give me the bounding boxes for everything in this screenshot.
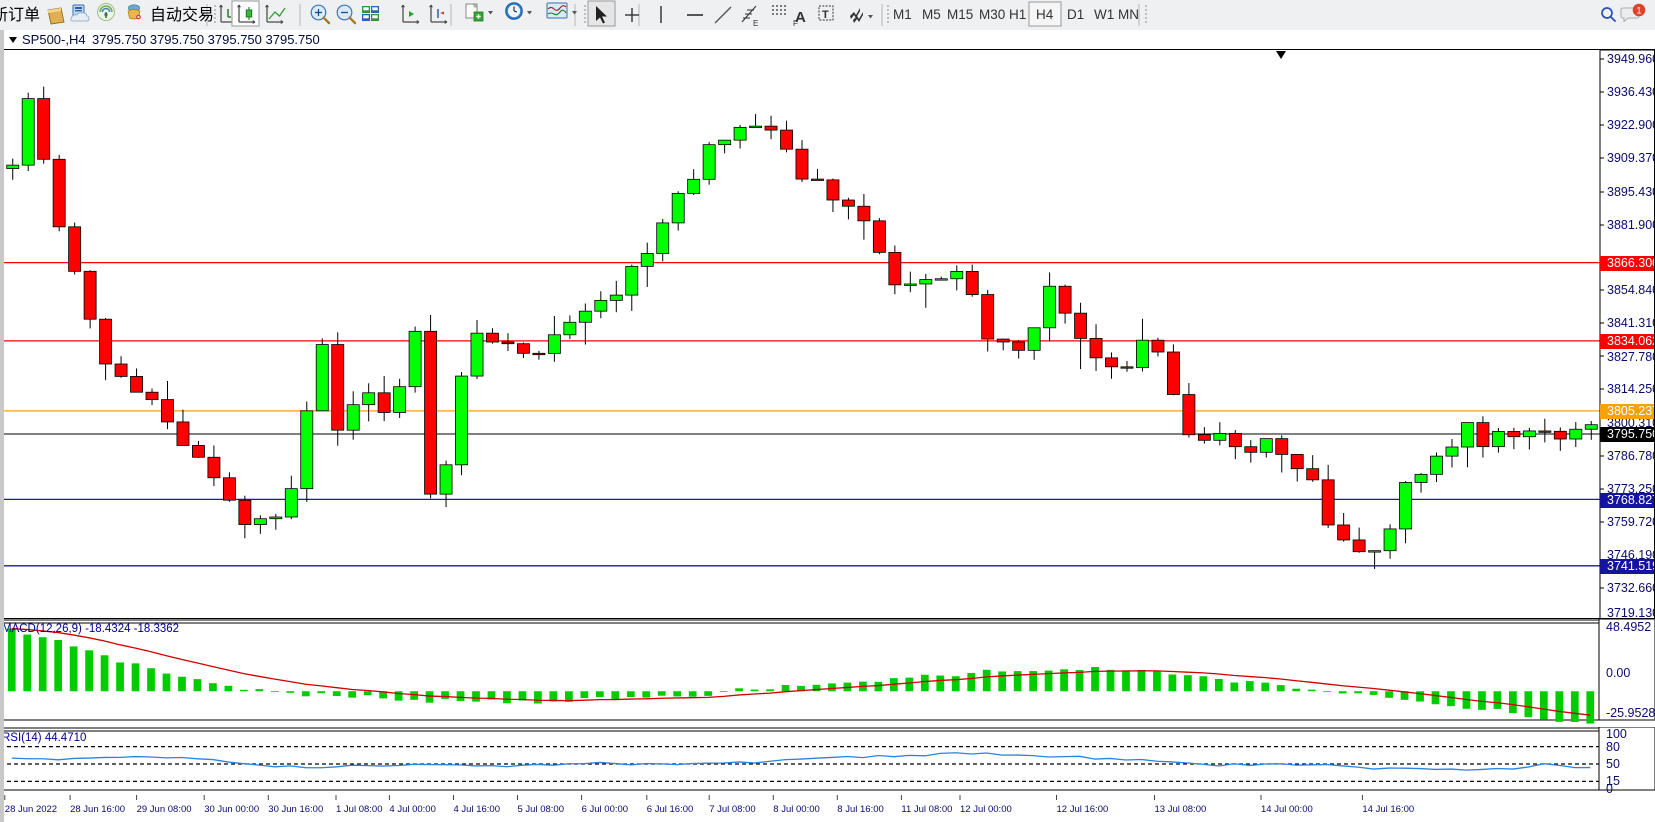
svg-text:100: 100 (1606, 727, 1627, 741)
svg-text:6 Jul 00:00: 6 Jul 00:00 (582, 804, 628, 815)
svg-text:8 Jul 00:00: 8 Jul 00:00 (773, 804, 819, 815)
svg-text:3866.300: 3866.300 (1607, 256, 1655, 270)
svg-text:3909.370: 3909.370 (1607, 151, 1655, 165)
svg-text:MN: MN (1118, 7, 1139, 22)
svg-text:3786.780: 3786.780 (1607, 449, 1655, 463)
svg-text:3936.430: 3936.430 (1607, 85, 1655, 99)
svg-text:MACD(12,26,9) -18.4324 -18.336: MACD(12,26,9) -18.4324 -18.3362 (2, 623, 179, 635)
svg-text:T: T (822, 9, 829, 21)
svg-text:3895.430: 3895.430 (1607, 185, 1655, 199)
svg-text:3759.720: 3759.720 (1607, 515, 1655, 529)
svg-text:80: 80 (1606, 740, 1620, 754)
svg-text:48.4952: 48.4952 (1606, 620, 1651, 634)
svg-text:11 Jul 08:00: 11 Jul 08:00 (901, 804, 952, 815)
svg-text:3949.960: 3949.960 (1607, 52, 1655, 66)
svg-text:M30: M30 (979, 7, 1005, 22)
svg-text:3795.750: 3795.750 (1607, 427, 1655, 441)
svg-text:E: E (753, 19, 758, 28)
svg-text:0.00: 0.00 (1606, 666, 1630, 680)
svg-text:4 Jul 00:00: 4 Jul 00:00 (389, 804, 435, 815)
svg-text:3732.660: 3732.660 (1607, 581, 1655, 595)
svg-text:H4: H4 (1036, 7, 1054, 22)
svg-text:M15: M15 (947, 7, 973, 22)
svg-text:3768.827: 3768.827 (1607, 493, 1655, 507)
svg-text:H1: H1 (1009, 7, 1026, 22)
svg-text:6 Jul 16:00: 6 Jul 16:00 (647, 804, 693, 815)
svg-text:14 Jul 16:00: 14 Jul 16:00 (1362, 804, 1414, 815)
svg-text:12 Jul 00:00: 12 Jul 00:00 (960, 804, 1012, 815)
svg-text:自动交易: 自动交易 (150, 6, 214, 24)
svg-text:14 Jul 00:00: 14 Jul 00:00 (1261, 804, 1313, 815)
svg-text:3827.780: 3827.780 (1607, 350, 1655, 364)
svg-text:28 Jun 16:00: 28 Jun 16:00 (70, 804, 125, 815)
svg-text:A: A (795, 9, 806, 26)
svg-text:3881.900: 3881.900 (1607, 218, 1655, 232)
svg-text:3854.840: 3854.840 (1607, 283, 1655, 297)
svg-text:3834.062: 3834.062 (1607, 334, 1655, 348)
svg-text:28 Jun 2022: 28 Jun 2022 (5, 804, 57, 815)
svg-text:4 Jul 16:00: 4 Jul 16:00 (454, 804, 500, 815)
svg-text:M1: M1 (893, 7, 912, 22)
svg-text:3814.250: 3814.250 (1607, 382, 1655, 396)
svg-text:7 Jul 08:00: 7 Jul 08:00 (709, 804, 755, 815)
svg-text:50: 50 (1606, 757, 1620, 771)
svg-text:8 Jul 16:00: 8 Jul 16:00 (837, 804, 883, 815)
svg-text:SP500-,H4: SP500-,H4 (22, 32, 86, 47)
svg-text:3719.130: 3719.130 (1607, 606, 1655, 619)
svg-text:D1: D1 (1067, 7, 1084, 22)
svg-text:30 Jun 00:00: 30 Jun 00:00 (204, 804, 259, 815)
svg-text:1: 1 (1636, 5, 1641, 15)
svg-text:29 Jun 08:00: 29 Jun 08:00 (137, 804, 192, 815)
svg-text:12 Jul 16:00: 12 Jul 16:00 (1057, 804, 1109, 815)
svg-text:30 Jun 16:00: 30 Jun 16:00 (268, 804, 323, 815)
svg-text:3795.750 3795.750 3795.750 379: 3795.750 3795.750 3795.750 3795.750 (92, 32, 320, 47)
svg-text:RSI(14) 44.4710: RSI(14) 44.4710 (2, 732, 86, 744)
svg-text:M5: M5 (922, 7, 941, 22)
svg-text:13 Jul 08:00: 13 Jul 08:00 (1155, 804, 1207, 815)
svg-text:W1: W1 (1094, 7, 1114, 22)
svg-text:0: 0 (1606, 782, 1613, 795)
svg-text:3841.310: 3841.310 (1607, 316, 1655, 330)
svg-text:3922.900: 3922.900 (1607, 118, 1655, 132)
svg-text:-25.9528: -25.9528 (1606, 706, 1655, 720)
svg-text:5 Jul 08:00: 5 Jul 08:00 (518, 804, 564, 815)
svg-text:3741.519: 3741.519 (1607, 559, 1655, 573)
svg-text:1 Jul 08:00: 1 Jul 08:00 (336, 804, 382, 815)
svg-text:新订单: 新订单 (0, 6, 40, 24)
svg-text:3805.237: 3805.237 (1607, 404, 1655, 418)
